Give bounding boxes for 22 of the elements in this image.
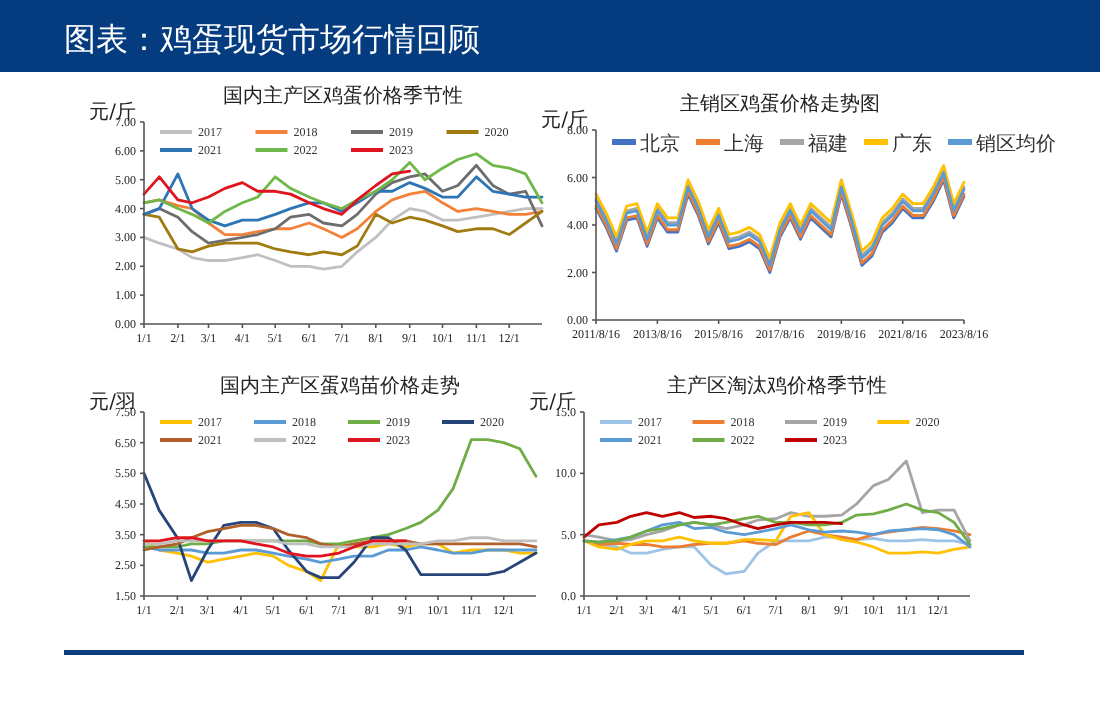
chart-subtitle: 主销区鸡蛋价格走势图 [680,92,880,116]
legend-label: 上海 [724,132,764,156]
line-series [142,152,544,225]
line-series [142,210,544,257]
legend-label: 销区均价 [974,132,1056,156]
line-series [582,459,972,543]
chart-subtitle: 国内主产区鸡蛋价格季节性 [223,84,463,108]
line-series [142,207,544,271]
line-series [142,536,408,558]
line-series [582,511,844,539]
legend-label: 北京 [640,132,680,156]
chart-title: 图表：鸡蛋现货市场行情回顾 [64,20,480,58]
chart-subtitle: 国内主产区蛋鸡苗价格走势 [220,374,460,398]
line-series [142,172,544,228]
legend-label: 福建 [808,132,848,156]
legend-label: 广东 [892,132,932,156]
chart-subtitle: 主产区淘汰鸡价格季节性 [667,374,887,398]
line-series [582,511,972,555]
line-series [142,471,538,583]
line-series [582,502,972,546]
line-series [142,169,412,216]
line-series [142,524,538,552]
